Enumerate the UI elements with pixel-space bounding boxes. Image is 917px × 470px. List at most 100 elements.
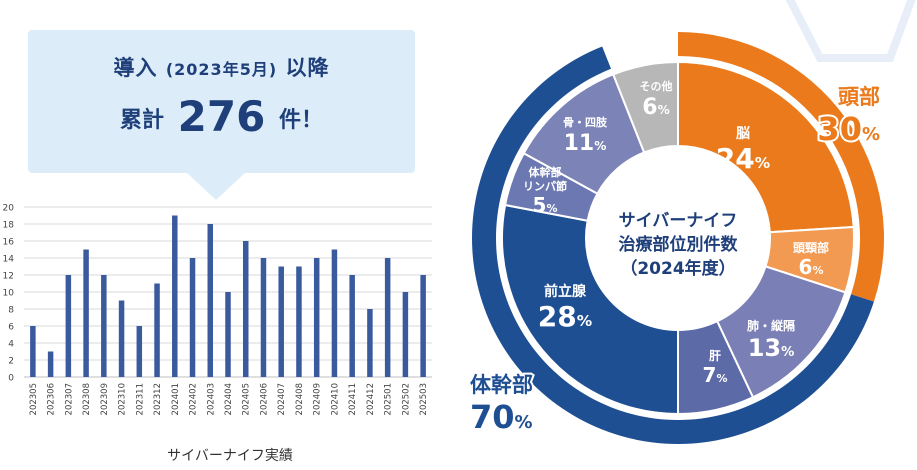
bar-202409 xyxy=(313,258,320,377)
callout-intro-label: 導入 xyxy=(113,56,158,80)
callout-total-number: 276 xyxy=(177,92,266,141)
bar-chart-x-ticks: 202305 202306 202307 202308 202309 202310 2023… xyxy=(29,383,429,415)
x-tick-label: 202405 xyxy=(242,383,252,415)
x-tick-label: 202501 xyxy=(384,383,394,415)
slice-name-label: その他 xyxy=(640,79,673,93)
callout-heading: 導入 (2023年5月) 以降 xyxy=(28,52,415,82)
bar-202407 xyxy=(278,266,284,377)
callout-total-label: 累計 xyxy=(119,108,164,133)
callout-pointer xyxy=(186,172,246,200)
donut-title-line: （2024年度） xyxy=(620,258,735,279)
x-tick-label: 202309 xyxy=(100,383,110,415)
bar-202502 xyxy=(402,292,409,377)
y-tick-label: 4 xyxy=(8,340,14,350)
slice-4 xyxy=(501,203,679,416)
donut-inner-ring xyxy=(501,60,855,416)
slice-value-label: 7% xyxy=(703,363,728,387)
x-tick-label: 202305 xyxy=(29,383,39,415)
bar-202405 xyxy=(242,241,249,377)
slice-name-label: 脳 xyxy=(736,125,750,142)
y-tick-label: 18 xyxy=(3,221,15,231)
callout-box xyxy=(28,30,415,173)
outer-value-label: 70% xyxy=(470,398,533,436)
outer-value-label: 30% xyxy=(817,110,880,148)
bar-202406 xyxy=(260,258,267,377)
x-tick-label: 202307 xyxy=(64,383,74,415)
bar-202503 xyxy=(420,275,426,377)
donut-hole xyxy=(587,147,769,329)
callout-total-unit: 件！ xyxy=(279,108,324,133)
x-tick-label: 202407 xyxy=(277,383,287,415)
slice-name-label: 前立腺 xyxy=(544,283,587,300)
bar-202307 xyxy=(65,275,72,377)
x-tick-label: 202401 xyxy=(171,383,181,415)
slice-name-label: 頭頸部 xyxy=(793,240,829,255)
outer-name-label: 頭部 xyxy=(838,85,880,109)
slice-value-label: 5% xyxy=(533,193,558,217)
bar-chart-y-ticks: 0 2 4 6 8 10 12 14 16 18 20 xyxy=(3,204,15,384)
slice-name-label: 骨・四肢 xyxy=(563,115,608,129)
background-hexagon-decoration xyxy=(785,0,916,62)
donut-outer-ring xyxy=(471,32,884,444)
slice-value-label: 28% xyxy=(538,300,592,333)
donut-slice-labels: 脳24%頭頸部6%肺・縦隔13%肝7%前立腺28%体幹部リンパ節5%骨・四肢11… xyxy=(523,79,829,387)
y-tick-label: 8 xyxy=(8,306,14,316)
slice-0 xyxy=(677,60,855,234)
x-tick-label: 202502 xyxy=(401,383,411,415)
slice-value-label: 6% xyxy=(642,95,669,120)
callout-since-label: 以降 xyxy=(285,56,330,80)
outer-ring-head xyxy=(678,32,884,302)
bar-202305 xyxy=(30,326,36,377)
bar-202408 xyxy=(296,266,302,377)
hexagon-outline xyxy=(785,0,916,62)
y-tick-label: 0 xyxy=(8,374,14,384)
y-tick-label: 16 xyxy=(3,238,15,248)
x-tick-label: 202406 xyxy=(259,383,269,415)
x-tick-label: 202503 xyxy=(419,383,429,415)
bar-202403 xyxy=(207,224,214,377)
bar-chart-bars xyxy=(30,215,426,377)
outer-name-label: 体幹部 xyxy=(470,373,533,397)
x-tick-label: 202409 xyxy=(313,383,323,415)
bar-202501 xyxy=(384,258,391,377)
slice-name-label: 肺・縦隔 xyxy=(747,318,795,333)
x-tick-label: 202411 xyxy=(348,383,358,415)
x-tick-label: 202402 xyxy=(189,383,199,415)
x-tick-label: 202308 xyxy=(82,383,92,415)
slice-value-label: 6% xyxy=(799,255,824,279)
x-tick-label: 202408 xyxy=(295,383,305,415)
x-tick-label: 202404 xyxy=(224,383,234,415)
bar-202412 xyxy=(367,309,373,377)
slice-7 xyxy=(611,60,679,154)
slice-value-label: 11% xyxy=(564,131,607,156)
callout-total: 累計 276 件！ xyxy=(28,92,415,141)
slice-name-label: リンパ節 xyxy=(523,179,567,193)
callout-intro-date: (2023年5月) xyxy=(165,60,278,79)
x-tick-label: 202412 xyxy=(366,383,376,415)
slice-value-label: 13% xyxy=(748,334,795,362)
bar-202309 xyxy=(101,275,107,377)
bar-202306 xyxy=(47,351,54,377)
y-tick-label: 14 xyxy=(3,255,15,265)
slice-value-label: 24% xyxy=(716,142,770,175)
slice-name-label: 肝 xyxy=(709,348,721,363)
bar-202312 xyxy=(154,283,160,377)
y-tick-label: 6 xyxy=(8,323,14,333)
donut-title-line: 治療部位別件数 xyxy=(619,234,739,255)
x-tick-label: 202310 xyxy=(118,383,128,415)
bar-202401 xyxy=(172,215,178,377)
bar-202411 xyxy=(349,275,355,377)
x-tick-label: 202312 xyxy=(153,383,163,415)
donut-title-line: サイバーナイフ xyxy=(619,211,738,231)
bar-202308 xyxy=(83,249,89,377)
y-tick-label: 2 xyxy=(8,357,14,367)
x-tick-label: 202306 xyxy=(47,383,57,415)
bar-202402 xyxy=(189,258,196,377)
x-tick-label: 202311 xyxy=(135,383,145,415)
x-tick-label: 202410 xyxy=(330,383,340,415)
bar-202310 xyxy=(118,300,125,377)
